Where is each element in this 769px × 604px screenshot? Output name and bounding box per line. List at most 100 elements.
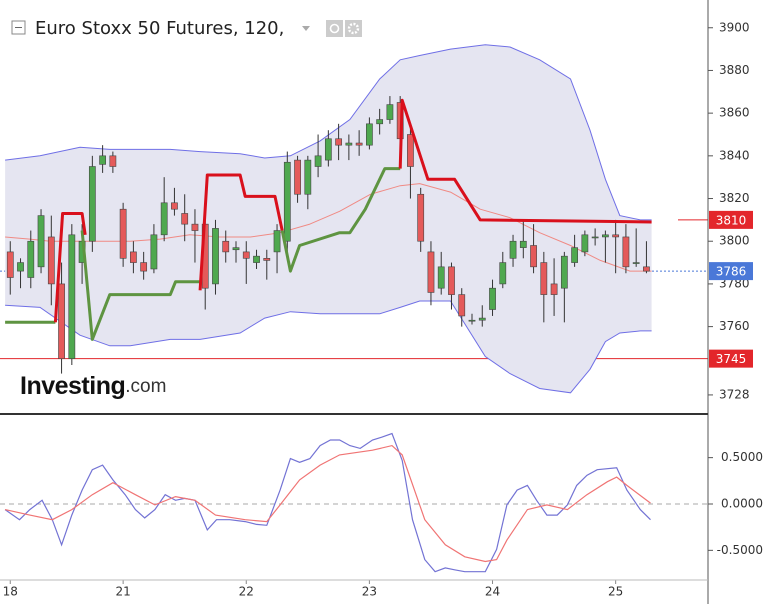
candle-body [324, 138, 332, 161]
oscillator-line [4, 444, 651, 563]
candle-body [581, 234, 589, 253]
candle-body [355, 142, 363, 146]
candle-body [212, 228, 219, 285]
y-tick-label: 3820 [719, 191, 750, 205]
y-tick-label: 0.5000 [721, 450, 763, 464]
candle-body [550, 283, 558, 295]
y-tick-label: -0.5000 [717, 543, 763, 557]
candle-body [232, 247, 240, 251]
candle-body [263, 258, 271, 261]
candle-body [58, 283, 65, 359]
indicator-line [5, 167, 401, 341]
candle-body [304, 159, 312, 195]
y-tick-label: 3760 [719, 319, 750, 333]
candle-body [345, 142, 353, 146]
price-label: 3745 [716, 352, 747, 366]
visibility-button[interactable] [326, 20, 343, 37]
indicator-line [53, 98, 652, 323]
gear-icon [347, 22, 360, 35]
candle-body [417, 193, 425, 242]
watermark-brand: Investing [20, 372, 125, 400]
candle-body [643, 266, 650, 272]
x-tick-label: 24 [485, 585, 500, 599]
candle-body [519, 240, 527, 248]
candle-body [427, 251, 435, 293]
candle-body [294, 159, 301, 195]
candle-body [571, 247, 578, 263]
candle-body [109, 155, 117, 167]
watermark: Investing.com [20, 372, 166, 400]
candle-body [191, 223, 199, 231]
dropdown-caret[interactable] [302, 26, 310, 31]
candle-body [283, 161, 291, 242]
eye-icon [329, 23, 340, 34]
candle-body [17, 262, 24, 272]
y-tick-label: 3840 [719, 148, 750, 162]
candle-body [314, 155, 322, 167]
candle-body [140, 262, 148, 272]
y-tick-label: 3728 [719, 387, 750, 401]
settings-button[interactable] [345, 20, 362, 37]
candle-body [335, 138, 342, 146]
candle-body [119, 208, 127, 259]
oscillator-line [4, 432, 651, 573]
candle-body [222, 240, 230, 253]
candle-body [448, 266, 455, 295]
candle-body [27, 240, 35, 278]
band-lower [5, 300, 652, 394]
candle-body [632, 262, 640, 264]
candle-body [530, 245, 537, 268]
candle-body [273, 230, 281, 253]
watermark-suffix: .com [125, 376, 166, 397]
candle-body [171, 202, 178, 210]
price-label: 3810 [716, 213, 747, 227]
candle-body [150, 234, 158, 270]
candle-body [509, 240, 517, 259]
x-tick-label: 18 [3, 585, 18, 599]
candle-body [612, 234, 620, 238]
candle-body [160, 202, 168, 236]
candle-body [47, 236, 55, 285]
candle-body [88, 166, 96, 242]
x-tick-label: 21 [115, 585, 130, 599]
y-tick-label: 3880 [719, 63, 750, 77]
y-tick-label: 3860 [719, 106, 750, 120]
y-tick-label: 0.0000 [721, 496, 763, 510]
candle-body [591, 236, 599, 239]
candle-body [458, 294, 466, 317]
candle-body [37, 215, 45, 268]
candle-body [437, 266, 445, 289]
x-tick-label: 23 [362, 585, 377, 599]
candle-body [560, 255, 568, 289]
candle-body [602, 234, 609, 238]
candle-body [6, 251, 14, 278]
candle-body [181, 213, 189, 225]
candle-body [376, 119, 384, 125]
y-tick-label: 3800 [719, 234, 750, 248]
candle-body [489, 287, 496, 310]
price-label-box [709, 262, 753, 281]
chart-title: Euro Stoxx 50 Futures, 120, [35, 18, 284, 39]
candle-body [386, 104, 394, 120]
price-label-box [709, 349, 753, 368]
main-layer: 3900388038603840382038003780376037283810… [3, 20, 763, 598]
candle-body [468, 319, 476, 322]
candle-body [366, 123, 373, 146]
price-label: 3786 [716, 265, 747, 279]
y-tick-label: 3900 [719, 20, 750, 34]
x-tick-label: 22 [239, 585, 254, 599]
price-label-box [709, 210, 753, 229]
candle-body [499, 262, 507, 285]
candle-body [540, 262, 548, 295]
candle-body [130, 251, 137, 263]
x-tick-label: 25 [608, 585, 623, 599]
candle-body [242, 251, 250, 259]
candle-body [99, 155, 106, 165]
candle-body [68, 234, 76, 359]
candle-body [253, 255, 260, 263]
candle-body [622, 236, 630, 268]
band-upper [5, 44, 652, 221]
candle-body [478, 317, 486, 321]
